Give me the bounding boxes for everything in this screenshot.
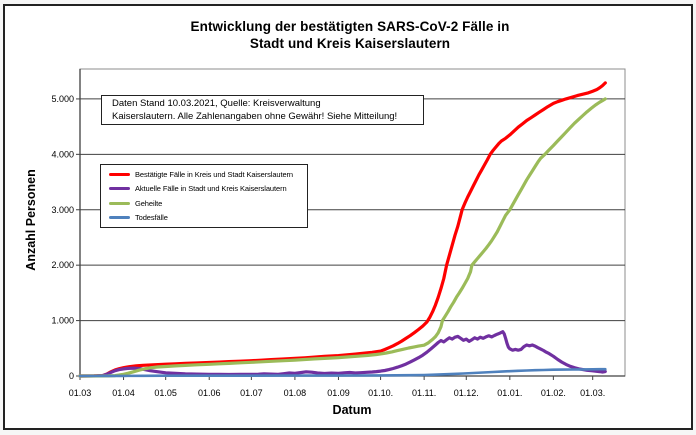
legend-item-todesfaelle: Todesfälle bbox=[101, 213, 307, 222]
legend-line-sample-red bbox=[109, 172, 130, 176]
y-tick-label: 2.000 bbox=[51, 260, 74, 270]
series-line-0 bbox=[78, 81, 607, 378]
annotation-line2: Kaiserslautern. Alle Zahlenangaben ohne … bbox=[112, 111, 398, 122]
x-tick-label: 01.11. bbox=[412, 388, 436, 398]
x-tick-label: 01.06 bbox=[198, 388, 221, 398]
x-tick-label: 01.07 bbox=[240, 388, 263, 398]
legend-line-sample-green bbox=[109, 201, 130, 205]
x-tick-label: 01.05 bbox=[154, 388, 177, 398]
x-tick-label: 01.04 bbox=[112, 388, 135, 398]
legend-item-aktuelle: Aktuelle Fälle in Stadt und Kreis Kaiser… bbox=[101, 184, 307, 193]
series-line-3 bbox=[78, 367, 607, 378]
legend-label: Geheilte bbox=[135, 198, 163, 208]
annotation-box: Daten Stand 10.03.2021, Quelle: Kreisver… bbox=[101, 95, 424, 125]
y-tick-label: 1.000 bbox=[51, 316, 74, 326]
x-tick-label: 01.10. bbox=[368, 388, 393, 398]
y-tick-label: 5.000 bbox=[51, 94, 74, 104]
legend-item-geheilte: Geheilte bbox=[101, 199, 307, 208]
legend-line-sample-blue bbox=[109, 216, 130, 220]
y-tick-label: 3.000 bbox=[51, 205, 74, 215]
annotation-line1: Daten Stand 10.03.2021, Quelle: Kreisver… bbox=[112, 98, 321, 109]
x-tick-label: 01.09 bbox=[327, 388, 350, 398]
chart-frame: Entwicklung der bestätigten SARS-CoV-2 F… bbox=[3, 4, 693, 430]
y-tick-label: 4.000 bbox=[51, 149, 74, 159]
legend-item-bestaetigte: Bestätigte Fälle in Kreis und Stadt Kais… bbox=[101, 170, 307, 179]
chart-title: Entwicklung der bestätigten SARS-CoV-2 F… bbox=[5, 18, 695, 52]
x-axis-title: Datum bbox=[332, 403, 372, 417]
legend-label: Todesfälle bbox=[135, 213, 168, 223]
x-tick-label: 01.12. bbox=[454, 388, 479, 398]
x-tick-label: 01.03. bbox=[580, 388, 605, 398]
series-line-1 bbox=[78, 330, 607, 378]
y-tick-label: 0 bbox=[69, 371, 74, 381]
x-tick-label: 01.02. bbox=[541, 388, 566, 398]
legend-label: Aktuelle Fälle in Stadt und Kreis Kaiser… bbox=[135, 184, 287, 194]
y-axis-title: Anzahl Personen bbox=[24, 169, 38, 271]
legend-line-sample-purple bbox=[109, 187, 130, 191]
legend: Bestätigte Fälle in Kreis und Stadt Kais… bbox=[100, 164, 308, 228]
x-tick-label: 01.08 bbox=[284, 388, 307, 398]
chart-title-line2: Stadt und Kreis Kaiserslautern bbox=[249, 36, 451, 51]
x-tick-label: 01.01. bbox=[497, 388, 522, 398]
chart-title-line1: Entwicklung der bestätigten SARS-CoV-2 F… bbox=[190, 19, 510, 34]
x-tick-label: 01.03 bbox=[69, 388, 92, 398]
legend-label: Bestätigte Fälle in Kreis und Stadt Kais… bbox=[135, 169, 294, 179]
series-line-2 bbox=[78, 97, 607, 378]
